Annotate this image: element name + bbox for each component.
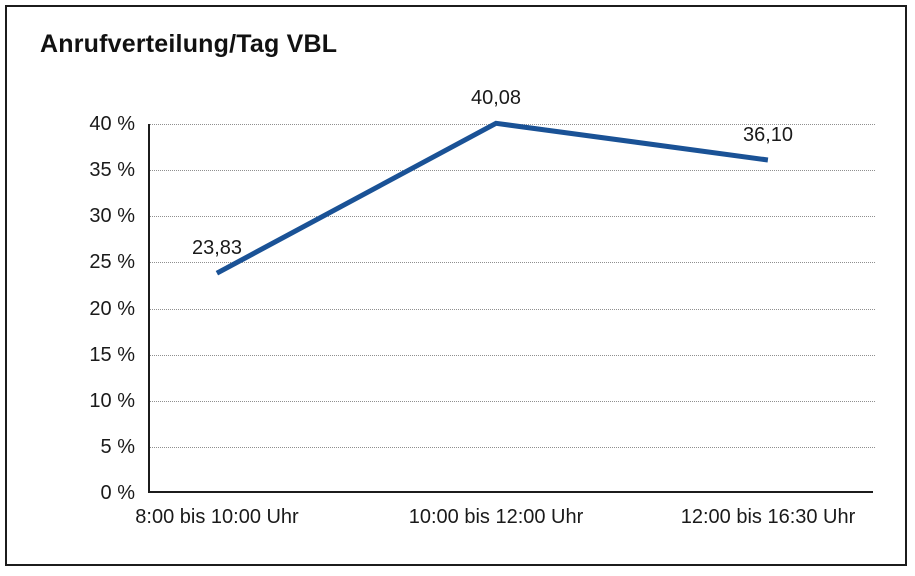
plot-area: [148, 124, 875, 493]
gridline: [150, 170, 875, 171]
chart-title: Anrufverteilung/Tag VBL: [40, 30, 338, 58]
y-tick-label: 30 %: [89, 205, 135, 227]
gridline: [150, 447, 875, 448]
y-tick-label: 40 %: [89, 113, 135, 135]
x-tick-label: 12:00 bis 16:30 Uhr: [680, 506, 856, 528]
y-tick-label: 0 %: [100, 482, 135, 504]
gridline: [150, 262, 875, 263]
gridline: [150, 401, 875, 402]
y-tick-label: 25 %: [89, 251, 135, 273]
y-tick-label: 35 %: [89, 159, 135, 181]
y-tick-label: 5 %: [100, 436, 135, 458]
y-tick-label: 20 %: [89, 298, 135, 320]
data-point-label: 40,08: [470, 87, 522, 109]
y-tick-label: 15 %: [89, 344, 135, 366]
gridline: [150, 309, 875, 310]
chart-frame: [5, 5, 907, 566]
data-line: [215, 120, 769, 276]
data-point-label: 36,10: [742, 124, 794, 146]
x-tick-label: 10:00 bis 12:00 Uhr: [408, 506, 584, 528]
x-tick-label: 8:00 bis 10:00 Uhr: [135, 506, 299, 528]
y-tick-label: 10 %: [89, 390, 135, 412]
gridline: [150, 216, 875, 217]
gridline: [150, 355, 875, 356]
data-point-label: 23,83: [191, 237, 243, 259]
